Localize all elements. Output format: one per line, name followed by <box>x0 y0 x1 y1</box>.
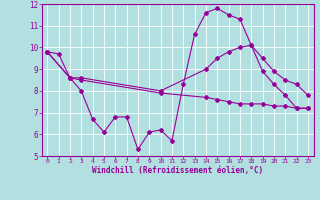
X-axis label: Windchill (Refroidissement éolien,°C): Windchill (Refroidissement éolien,°C) <box>92 166 263 175</box>
